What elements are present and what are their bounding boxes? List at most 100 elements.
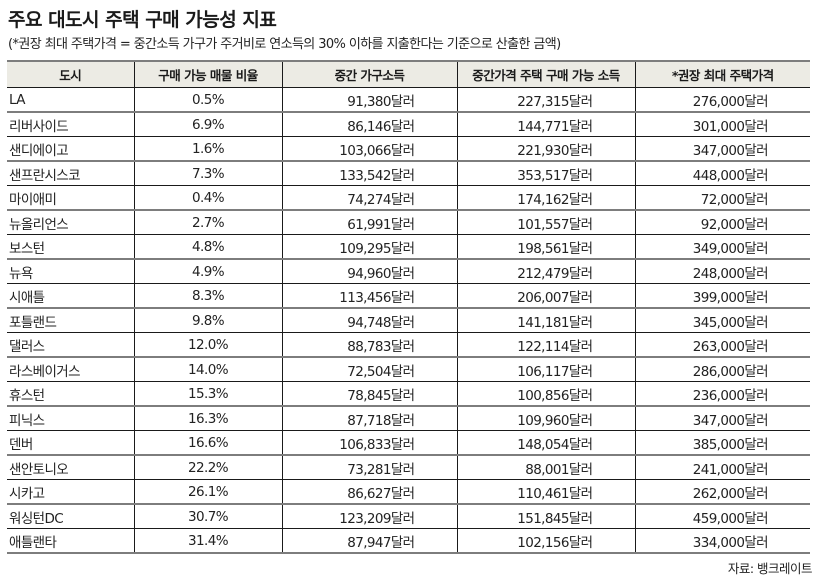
cell-affordable-share: 14.0% [133, 357, 282, 382]
cell-required-income: 206,007달러 [456, 283, 635, 309]
table-row: 뉴욕 4.9% 94,960달러 212,479달러 248,000달러 [7, 259, 810, 284]
cell-median-income: 123,209달러 [281, 504, 457, 529]
table-body: LA 0.5% 91,380달러 227,315달러 276,000달러 리버사이드 6.9… [7, 87, 810, 554]
cell-affordable-share: 9.8% [133, 308, 282, 333]
cell-city: 애틀랜타 [7, 528, 134, 554]
cell-median-income: 109,295달러 [281, 234, 457, 260]
table-row: 워싱턴DC 30.7% 123,209달러 151,845달러 459,000달러 [7, 504, 810, 529]
cell-required-income: 110,461달러 [456, 479, 635, 505]
cell-max-price: 399,000달러 [634, 283, 810, 309]
cell-affordable-share: 26.1% [133, 479, 282, 505]
cell-required-income: 353,517달러 [456, 161, 635, 186]
page-subtitle-note: (*권장 최대 주택가격 = 중간소득 가구가 주거비로 연소득의 30% 이하… [8, 37, 561, 52]
table-row: 뉴올리언스 2.7% 61,991달러 101,557달러 92,000달러 [7, 210, 810, 235]
cell-city: 라스베이거스 [7, 357, 134, 382]
cell-required-income: 106,117달러 [456, 357, 635, 382]
cell-affordable-share: 2.7% [133, 210, 282, 235]
cell-affordable-share: 8.3% [133, 283, 282, 309]
cell-median-income: 88,783달러 [281, 332, 457, 358]
cell-affordable-share: 0.4% [133, 185, 282, 211]
cell-required-income: 122,114달러 [456, 332, 635, 358]
cell-required-income: 174,162달러 [456, 185, 635, 211]
cell-city: 덴버 [7, 430, 134, 456]
cell-required-income: 148,054달러 [456, 430, 635, 456]
column-header-city: 도시 [7, 60, 134, 88]
cell-median-income: 94,960달러 [281, 259, 457, 284]
cell-required-income: 102,156달러 [456, 528, 635, 554]
cell-max-price: 349,000달러 [634, 234, 810, 260]
source-credit: 자료: 뱅크레이트 [727, 561, 813, 576]
cell-median-income: 87,718달러 [281, 406, 457, 431]
table-row: 리버사이드 6.9% 86,146달러 144,771달러 301,000달러 [7, 112, 810, 137]
cell-city: 워싱턴DC [7, 504, 134, 529]
table-row: 라스베이거스 14.0% 72,504달러 106,117달러 286,000달러 [7, 357, 810, 382]
table-row: 시카고 26.1% 86,627달러 110,461달러 262,000달러 [7, 479, 810, 505]
cell-city: 뉴욕 [7, 259, 134, 284]
table-row: 샌디에이고 1.6% 103,066달러 221,930달러 347,000달러 [7, 136, 810, 162]
cell-median-income: 61,991달러 [281, 210, 457, 235]
cell-max-price: 72,000달러 [634, 185, 810, 211]
cell-required-income: 100,856달러 [456, 381, 635, 407]
cell-city: 시애틀 [7, 283, 134, 309]
cell-affordable-share: 22.2% [133, 455, 282, 480]
cell-required-income: 227,315달러 [456, 87, 635, 113]
table-header: 도시 구매 가능 매물 비율 중간 가구소득 중간가격 주택 구매 가능 소득 … [7, 60, 810, 88]
cell-city: 피닉스 [7, 406, 134, 431]
table-row: 피닉스 16.3% 87,718달러 109,960달러 347,000달러 [7, 406, 810, 431]
cell-max-price: 236,000달러 [634, 381, 810, 407]
cell-city: 마이애미 [7, 185, 134, 211]
cell-city: 샌프란시스코 [7, 161, 134, 186]
cell-required-income: 212,479달러 [456, 259, 635, 284]
page-title: 주요 대도시 주택 구매 가능성 지표 [8, 9, 277, 31]
cell-median-income: 87,947달러 [281, 528, 457, 554]
table-row: 샌프란시스코 7.3% 133,542달러 353,517달러 448,000달러 [7, 161, 810, 186]
column-header-median-income: 중간 가구소득 [281, 60, 457, 88]
table-row: 마이애미 0.4% 74,274달러 174,162달러 72,000달러 [7, 185, 810, 211]
table-row: 휴스턴 15.3% 78,845달러 100,856달러 236,000달러 [7, 381, 810, 407]
cell-max-price: 286,000달러 [634, 357, 810, 382]
cell-affordable-share: 7.3% [133, 161, 282, 186]
cell-city: 샌디에이고 [7, 136, 134, 162]
affordability-table-container: 도시 구매 가능 매물 비율 중간 가구소득 중간가격 주택 구매 가능 소득 … [7, 60, 810, 554]
cell-city: LA [7, 87, 134, 113]
cell-median-income: 106,833달러 [281, 430, 457, 456]
cell-max-price: 92,000달러 [634, 210, 810, 235]
cell-median-income: 73,281달러 [281, 455, 457, 480]
table-row: 샌안토니오 22.2% 73,281달러 88,001달러 241,000달러 [7, 455, 810, 480]
cell-median-income: 94,748달러 [281, 308, 457, 333]
cell-city: 휴스턴 [7, 381, 134, 407]
cell-affordable-share: 4.8% [133, 234, 282, 260]
cell-median-income: 86,146달러 [281, 112, 457, 137]
cell-required-income: 198,561달러 [456, 234, 635, 260]
cell-city: 댈러스 [7, 332, 134, 358]
cell-median-income: 103,066달러 [281, 136, 457, 162]
cell-affordable-share: 15.3% [133, 381, 282, 407]
cell-max-price: 345,000달러 [634, 308, 810, 333]
cell-max-price: 347,000달러 [634, 136, 810, 162]
table-row: 애틀랜타 31.4% 87,947달러 102,156달러 334,000달러 [7, 528, 810, 554]
cell-max-price: 301,000달러 [634, 112, 810, 137]
cell-required-income: 144,771달러 [456, 112, 635, 137]
cell-required-income: 221,930달러 [456, 136, 635, 162]
cell-affordable-share: 1.6% [133, 136, 282, 162]
column-header-affordable-share: 구매 가능 매물 비율 [133, 60, 282, 88]
cell-affordable-share: 4.9% [133, 259, 282, 284]
cell-city: 보스턴 [7, 234, 134, 260]
affordability-table: 도시 구매 가능 매물 비율 중간 가구소득 중간가격 주택 구매 가능 소득 … [7, 60, 810, 554]
cell-max-price: 262,000달러 [634, 479, 810, 505]
cell-max-price: 263,000달러 [634, 332, 810, 358]
table-row: 댈러스 12.0% 88,783달러 122,114달러 263,000달러 [7, 332, 810, 358]
cell-affordable-share: 31.4% [133, 528, 282, 554]
cell-median-income: 78,845달러 [281, 381, 457, 407]
cell-required-income: 151,845달러 [456, 504, 635, 529]
cell-median-income: 74,274달러 [281, 185, 457, 211]
cell-city: 뉴올리언스 [7, 210, 134, 235]
cell-max-price: 248,000달러 [634, 259, 810, 284]
table-row: 시애틀 8.3% 113,456달러 206,007달러 399,000달러 [7, 283, 810, 309]
cell-max-price: 347,000달러 [634, 406, 810, 431]
cell-city: 샌안토니오 [7, 455, 134, 480]
cell-affordable-share: 6.9% [133, 112, 282, 137]
cell-max-price: 459,000달러 [634, 504, 810, 529]
cell-max-price: 276,000달러 [634, 87, 810, 113]
column-header-max-price: *권장 최대 주택가격 [634, 60, 810, 88]
